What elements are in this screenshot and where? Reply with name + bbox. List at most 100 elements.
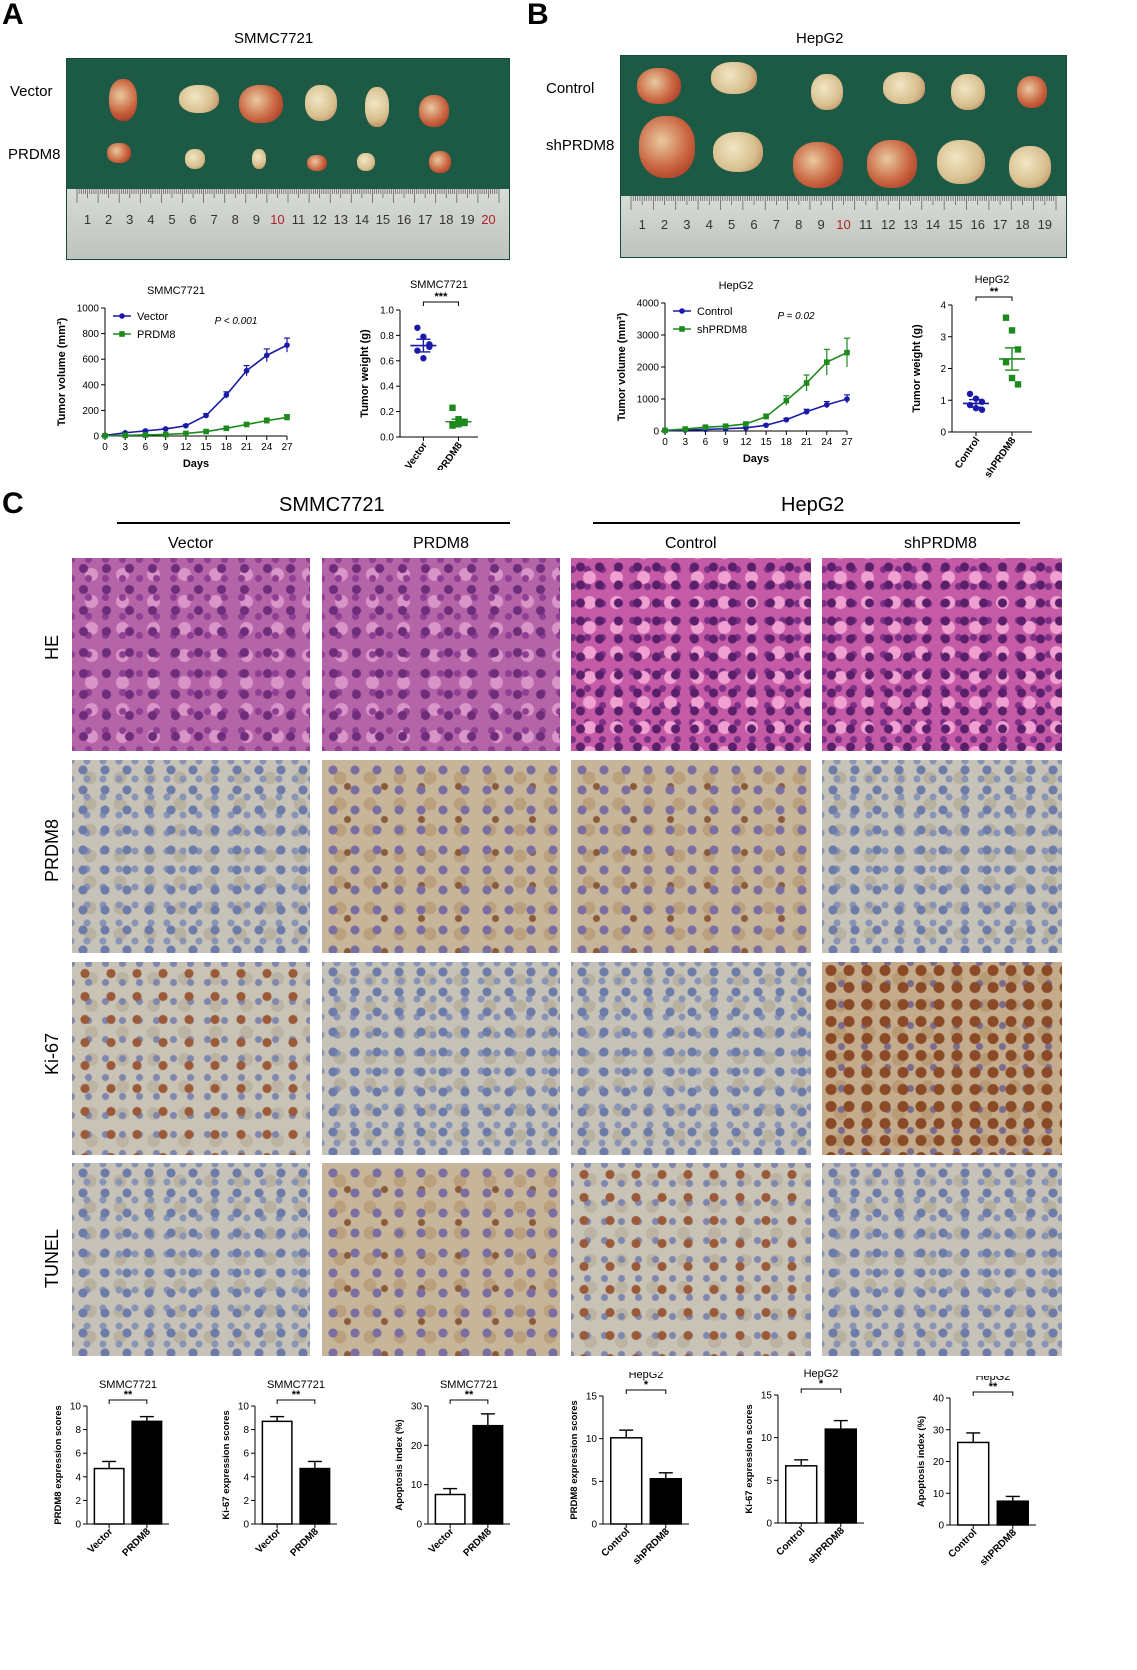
ruler-number: 4 (147, 212, 154, 227)
significance-label: ** (465, 1389, 474, 1401)
data-point (1014, 381, 1022, 388)
ruler-number: 19 (1038, 217, 1052, 232)
significance-bracket (422, 301, 459, 306)
y-tick-label: 1.0 (380, 306, 394, 317)
data-point (142, 432, 149, 438)
series-line (104, 416, 288, 437)
y-tick-label: 2 (243, 1496, 249, 1507)
chart-a-tumor-weight: SMMC7721 0.0 0.2 0.4 0.6 0.8 1.0 Tumor weight (… (360, 279, 478, 470)
x-tick-label: Vector (427, 1526, 456, 1555)
legend-label: Control (697, 306, 732, 318)
y-tick-label: 8 (243, 1425, 249, 1436)
bar (609, 1437, 643, 1525)
histology-tunel-control (571, 1163, 811, 1356)
significance-label: *** (435, 291, 449, 303)
data-point (420, 333, 427, 340)
y-tick-label: 30 (411, 1402, 423, 1413)
ruler-number: 2 (661, 217, 668, 232)
x-tick-label: 3 (682, 437, 688, 448)
legend-label: Vector (137, 311, 169, 323)
y-tick-label: 8 (75, 1425, 81, 1436)
x-tick-label: Vector (86, 1526, 115, 1555)
ruler: 1 2 3 4 5 6 7 8 9 10 11 12 13 14 15 16 17 18 19 20 (67, 189, 509, 259)
ruler-number: 10 (270, 212, 284, 227)
panel-c-letter: C (2, 487, 24, 520)
ruler-number: 9 (818, 217, 825, 232)
y-tick-label: 10 (933, 1489, 945, 1500)
y-axis-label: Tumor weight (g) (912, 324, 923, 413)
y-tick-label: 4000 (637, 299, 660, 310)
y-axis-label: Apoptosis index (%) (394, 1419, 405, 1510)
data-point (162, 426, 169, 432)
data-point (763, 413, 769, 420)
data-point (119, 331, 125, 337)
data-point (743, 421, 749, 427)
data-point (783, 417, 790, 423)
data-point (223, 425, 230, 432)
x-tick-label: 9 (163, 442, 169, 453)
panel-a-row-label-1: Vector (10, 83, 53, 100)
x-tick-label: 0 (662, 437, 668, 448)
y-tick-label: 20 (411, 1441, 423, 1452)
ruler-number: 13 (334, 212, 348, 227)
p-value-annotation: P = 0.02 (777, 311, 815, 322)
tumor (711, 62, 757, 94)
x-tick-label: shPRDM8 (631, 1526, 672, 1567)
data-point (183, 430, 189, 437)
series-line (104, 344, 288, 437)
y-axis-label: Ki-67 expression scores (744, 1404, 755, 1513)
data-point (426, 343, 433, 351)
chart-b-tumor-weight: HepG2 0 1 2 3 4 Tumor weight (g) Control shPRDM8… (912, 274, 1032, 480)
tumor (811, 74, 843, 110)
x-tick-label: Control (599, 1526, 632, 1559)
tumor (639, 116, 695, 178)
y-tick-label: 5 (591, 1477, 597, 1488)
ruler-number: 18 (439, 212, 453, 227)
tumor (793, 142, 843, 188)
legend-label: PRDM8 (137, 329, 176, 341)
ruler-number: 1 (639, 217, 646, 232)
x-tick-label: 0 (102, 442, 108, 453)
x-axis-label: Days (183, 458, 209, 470)
ruler-number: 19 (460, 212, 474, 227)
tumor (307, 155, 327, 171)
significance-bracket (449, 1399, 489, 1404)
group-divider-line (117, 522, 510, 524)
chart-c-prdm8-smmc7721: SMMC7721 0 2 4 6 8 10 PRDM8 expression scores Ve… (53, 1379, 169, 1559)
y-axis-label: Tumor volume (mm³) (56, 317, 68, 426)
x-tick-label: PRDM8 (436, 440, 465, 470)
x-tick-label: Control (946, 1527, 979, 1560)
histology-ki67-control (571, 962, 811, 1155)
x-tick-label: 18 (221, 442, 233, 453)
x-tick-label: 6 (143, 442, 149, 453)
significance-label: * (644, 1379, 649, 1391)
ruler-number: 1 (84, 212, 91, 227)
tumor (107, 143, 131, 163)
ruler-number: 12 (881, 217, 895, 232)
y-axis-label: PRDM8 expression scores (569, 1400, 580, 1519)
bar (93, 1467, 125, 1525)
tumor (179, 85, 219, 113)
y-tick-label: 1 (940, 396, 946, 407)
data-point (702, 424, 709, 430)
chart-c-apoptosis-smmc7721: SMMC7721 0 10 20 30 Apoptosis index (%) Vector… (394, 1379, 510, 1559)
tumor (951, 74, 985, 110)
y-tick-label: 10 (70, 1402, 82, 1413)
tumor (637, 68, 681, 104)
significance-label: ** (990, 286, 999, 298)
histology-he-control (571, 558, 811, 751)
chart-title: HepG2 (719, 280, 754, 292)
ruler-number: 17 (993, 217, 1007, 232)
ruler-number: 7 (211, 212, 218, 227)
x-axis-label: Days (743, 453, 769, 465)
ruler-number: 16 (397, 212, 411, 227)
data-point (420, 355, 427, 362)
y-tick-label: 0.4 (380, 382, 394, 393)
column-title-prdm8: PRDM8 (413, 535, 470, 552)
ruler-number: 15 (376, 212, 390, 227)
ruler-number: 6 (750, 217, 757, 232)
data-point (1008, 327, 1016, 334)
bar (434, 1493, 466, 1525)
significance-bracket (972, 1391, 1014, 1396)
y-tick-label: 0.8 (380, 331, 394, 342)
